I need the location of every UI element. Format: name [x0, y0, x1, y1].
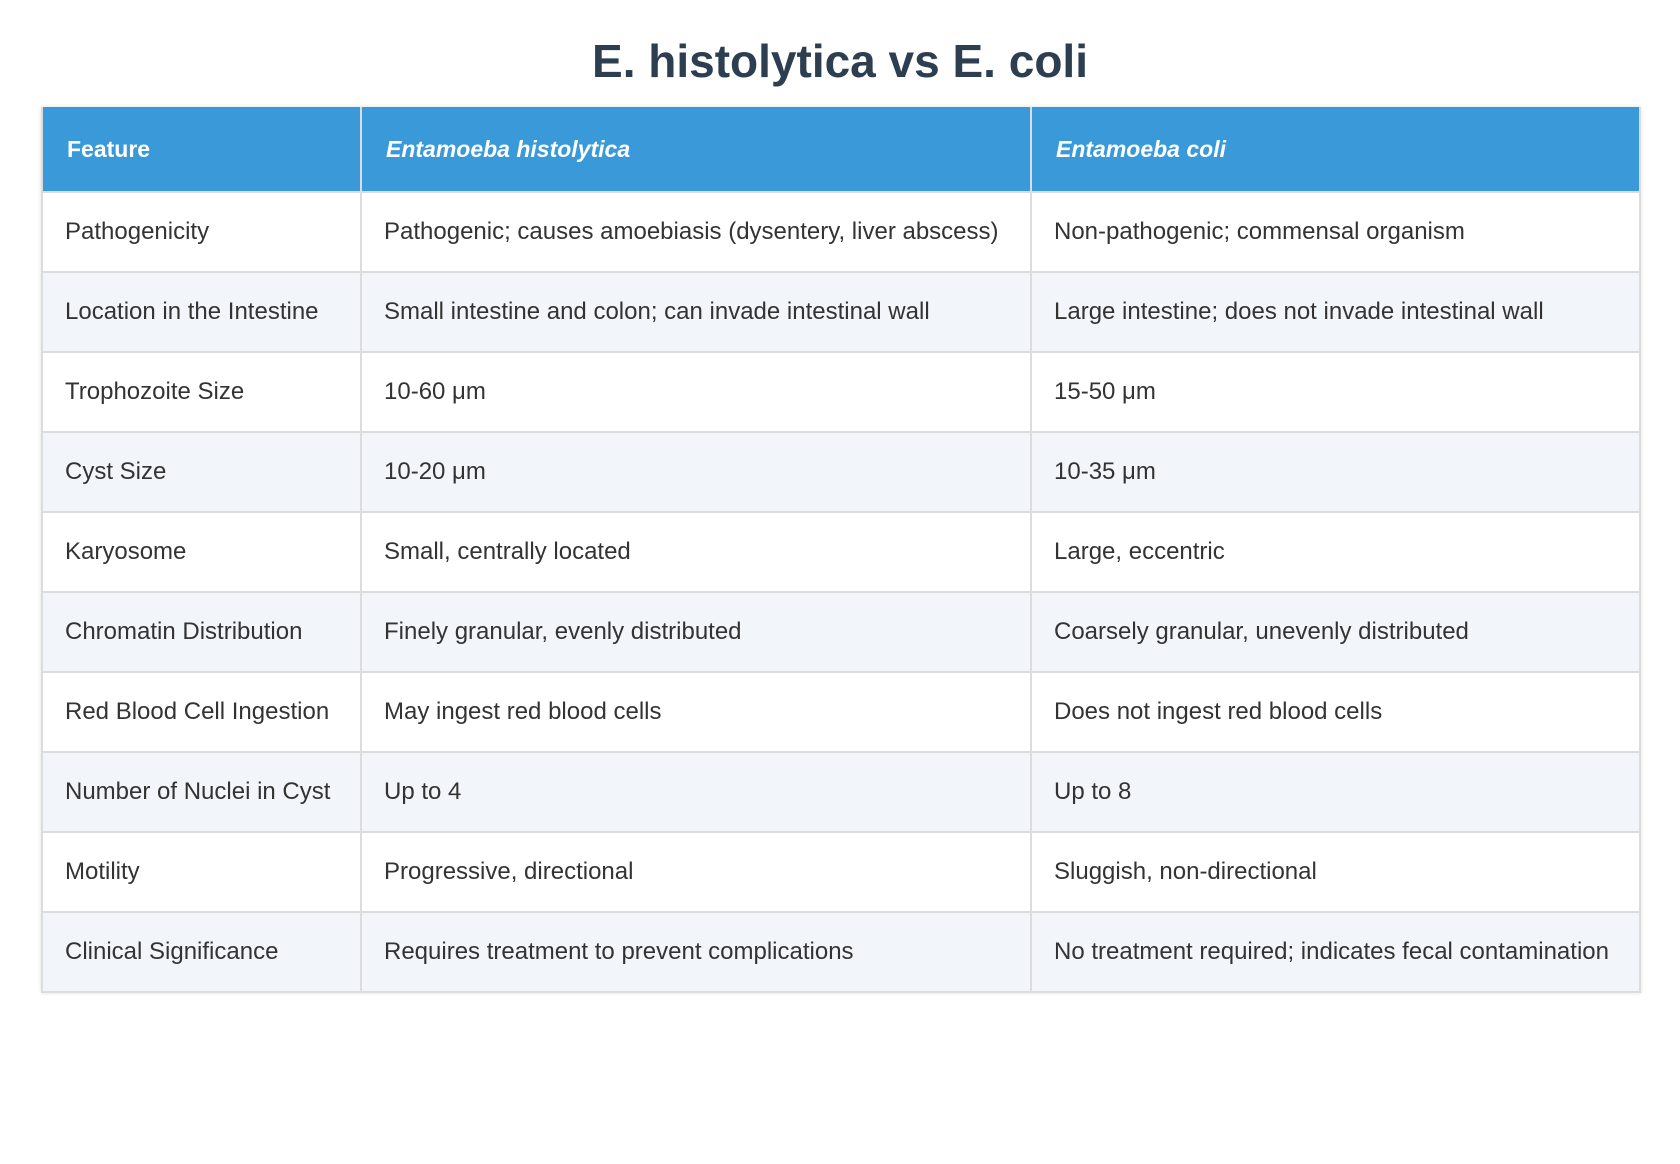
table-cell: Small intestine and colon; can invade in… — [360, 271, 1032, 353]
table-cell: Finely granular, evenly distributed — [360, 591, 1032, 673]
table-cell: Clinical Significance — [41, 911, 362, 993]
table-cell: Large, eccentric — [1030, 511, 1641, 593]
comparison-table: Feature Entamoeba histolytica Entamoeba co… — [41, 107, 1641, 993]
table-cell: 10-60 μm — [360, 351, 1032, 433]
column-header: Entamoeba coli — [1030, 107, 1641, 193]
table-cell: Chromatin Distribution — [41, 591, 362, 673]
table-row: Red Blood Cell Ingestion May ingest red b… — [41, 671, 1641, 753]
table-row: Number of Nuclei in Cyst Up to 4 Up to 8 — [41, 751, 1641, 833]
table-body: Pathogenicity Pathogenic; causes amoebias… — [41, 191, 1641, 993]
column-header: Feature — [41, 107, 362, 193]
table-cell: Non-pathogenic; commensal organism — [1030, 191, 1641, 273]
table-cell: No treatment required; indicates fecal c… — [1030, 911, 1641, 993]
table-cell: Progressive, directional — [360, 831, 1032, 913]
table-cell: Cyst Size — [41, 431, 362, 513]
table-row: Cyst Size 10-20 μm 10-35 μm — [41, 431, 1641, 513]
table-cell: 10-20 μm — [360, 431, 1032, 513]
table-row: Clinical Significance Requires treatment … — [41, 911, 1641, 993]
table-cell: Karyosome — [41, 511, 362, 593]
column-header: Entamoeba histolytica — [360, 107, 1032, 193]
table-cell: Up to 8 — [1030, 751, 1641, 833]
table-cell: Motility — [41, 831, 362, 913]
table-cell: Number of Nuclei in Cyst — [41, 751, 362, 833]
table-cell: Location in the Intestine — [41, 271, 362, 353]
table-cell: 10-35 μm — [1030, 431, 1641, 513]
page-title: E. histolytica vs E. coli — [592, 35, 1088, 87]
table-cell: May ingest red blood cells — [360, 671, 1032, 753]
table-row: Chromatin Distribution Finely granular, e… — [41, 591, 1641, 673]
table-row: Karyosome Small, centrally located Large, … — [41, 511, 1641, 593]
table-row: Motility Progressive, directional Sluggish… — [41, 831, 1641, 913]
table-row: Pathogenicity Pathogenic; causes amoebias… — [41, 191, 1641, 273]
table-cell: Sluggish, non-directional — [1030, 831, 1641, 913]
table-cell: Up to 4 — [360, 751, 1032, 833]
table-cell: Does not ingest red blood cells — [1030, 671, 1641, 753]
table-row: Trophozoite Size 10-60 μm 15-50 μm — [41, 351, 1641, 433]
table-cell: Trophozoite Size — [41, 351, 362, 433]
table-cell: Pathogenic; causes amoebiasis (dysentery… — [360, 191, 1032, 273]
table-cell: Coarsely granular, unevenly distributed — [1030, 591, 1641, 673]
header-row: Feature Entamoeba histolytica Entamoeba co… — [41, 107, 1641, 193]
table-cell: Red Blood Cell Ingestion — [41, 671, 362, 753]
table-cell: Small, centrally located — [360, 511, 1032, 593]
table-cell: 15-50 μm — [1030, 351, 1641, 433]
table-cell: Pathogenicity — [41, 191, 362, 273]
table-cell: Large intestine; does not invade intesti… — [1030, 271, 1641, 353]
table-cell: Requires treatment to prevent complicati… — [360, 911, 1032, 993]
table-row: Location in the Intestine Small intestine… — [41, 271, 1641, 353]
